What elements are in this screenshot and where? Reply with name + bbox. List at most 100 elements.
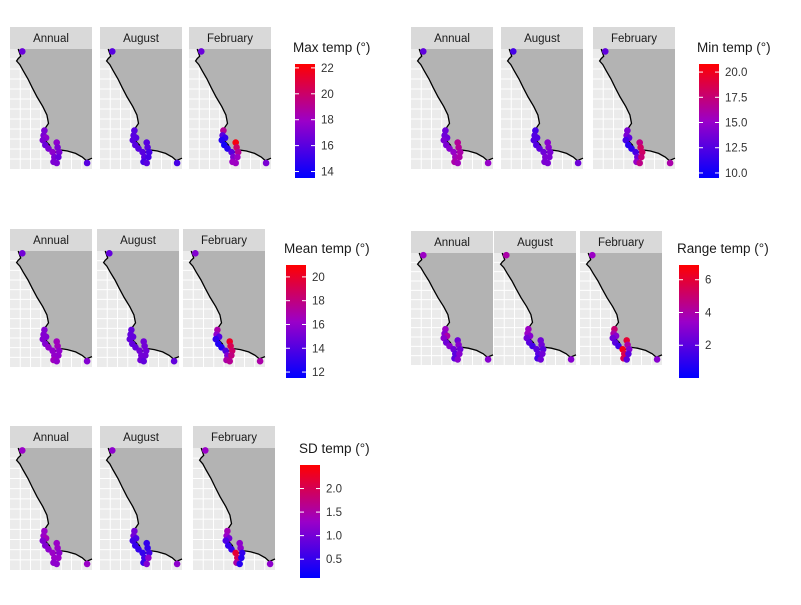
legend-tick-label: 20.0 bbox=[725, 67, 747, 79]
site-point bbox=[420, 251, 427, 259]
facet-label: Annual bbox=[434, 237, 470, 249]
facet-august: August bbox=[100, 426, 183, 570]
site-point bbox=[510, 48, 517, 55]
site-point bbox=[222, 537, 230, 544]
site-point bbox=[83, 159, 91, 167]
chart-panel-group-2: Annual August February Min temp (°) 20.0 17.5… bbox=[411, 27, 771, 180]
facet-strip bbox=[411, 27, 493, 49]
facet-february: February bbox=[193, 426, 276, 570]
legend-title: Min temp (°) bbox=[697, 40, 771, 55]
facet-strip bbox=[580, 231, 662, 253]
site-point bbox=[143, 560, 150, 568]
facet-strip bbox=[183, 229, 265, 251]
site-point bbox=[454, 356, 462, 363]
site-point bbox=[544, 159, 551, 167]
chart-panel-group-4: Annual August February Range temp (°) 6 4 2 bbox=[411, 231, 769, 378]
site-point bbox=[226, 357, 233, 365]
site-point bbox=[484, 159, 492, 167]
facet-label: August bbox=[123, 33, 160, 45]
land-mass bbox=[195, 49, 271, 161]
site-point bbox=[145, 549, 153, 557]
land-mass bbox=[16, 49, 93, 161]
site-point bbox=[266, 560, 274, 568]
land-mass bbox=[16, 448, 93, 562]
site-point bbox=[173, 560, 181, 568]
site-point bbox=[666, 159, 674, 167]
legend-tick-label: 16 bbox=[312, 319, 325, 331]
site-point bbox=[602, 48, 609, 55]
site-point bbox=[142, 352, 149, 359]
site-point bbox=[539, 350, 546, 358]
site-point bbox=[238, 554, 245, 562]
site-point bbox=[55, 549, 63, 557]
facet-label: August bbox=[517, 237, 554, 249]
legend-title: Mean temp (°) bbox=[284, 241, 370, 256]
legend-tick-label: 10.0 bbox=[725, 168, 747, 180]
legend-tick-label: 20 bbox=[312, 272, 325, 284]
facet-strip bbox=[193, 426, 275, 448]
facet-strip bbox=[189, 27, 271, 49]
facet-strip bbox=[10, 229, 92, 251]
site-point bbox=[623, 356, 630, 363]
site-point bbox=[238, 549, 246, 557]
legend: Mean temp (°) 20 18 16 14 12 bbox=[284, 241, 370, 379]
land-mass bbox=[103, 251, 179, 359]
facet-label: February bbox=[211, 432, 257, 444]
legend-title: SD temp (°) bbox=[299, 441, 370, 456]
site-point bbox=[567, 356, 575, 363]
facet-february: February bbox=[183, 229, 266, 367]
site-point bbox=[192, 250, 199, 257]
legend-colorbar bbox=[699, 64, 719, 178]
site-point bbox=[456, 153, 463, 161]
land-mass bbox=[189, 251, 265, 359]
facet-february: February bbox=[593, 27, 676, 169]
site-point bbox=[19, 250, 26, 257]
legend-tick-label: 1.0 bbox=[326, 531, 342, 543]
facet-label: Annual bbox=[33, 33, 69, 45]
facet-label: February bbox=[201, 235, 247, 247]
site-point bbox=[170, 357, 178, 365]
facet-annual: Annual bbox=[411, 27, 494, 169]
site-point bbox=[228, 352, 235, 359]
site-point bbox=[456, 350, 463, 358]
facet-annual: Annual bbox=[411, 231, 494, 365]
legend-tick-label: 17.5 bbox=[725, 92, 747, 104]
legend-tick-label: 0.5 bbox=[326, 554, 342, 566]
site-point bbox=[106, 250, 113, 257]
facet-annual: Annual bbox=[10, 426, 93, 570]
site-point bbox=[53, 560, 60, 568]
facet-label: February bbox=[207, 33, 253, 45]
site-point bbox=[420, 48, 427, 55]
site-point bbox=[198, 48, 205, 55]
legend-tick-label: 4 bbox=[705, 307, 712, 319]
site-point bbox=[202, 447, 209, 454]
legend-tick-label: 20 bbox=[321, 89, 334, 101]
site-point bbox=[19, 48, 26, 55]
site-point bbox=[143, 159, 150, 167]
site-point bbox=[638, 153, 645, 161]
facet-label: August bbox=[120, 235, 157, 247]
site-point bbox=[109, 447, 116, 454]
legend: SD temp (°) 2.0 1.5 1.0 0.5 bbox=[299, 441, 370, 578]
facet-strip bbox=[411, 231, 493, 253]
facet-label: August bbox=[123, 432, 160, 444]
facet-august: August bbox=[97, 229, 180, 367]
site-point bbox=[236, 560, 243, 568]
site-point bbox=[173, 159, 181, 167]
site-point bbox=[53, 159, 60, 167]
land-mass bbox=[417, 49, 493, 161]
facet-label: February bbox=[611, 33, 657, 45]
legend: Range temp (°) 6 4 2 bbox=[677, 241, 769, 378]
legend-tick-label: 12 bbox=[312, 367, 325, 379]
chart-panel-group-3: Annual August February Mean temp (°) 20 18 16 1… bbox=[10, 229, 370, 379]
facet-strip bbox=[97, 229, 179, 251]
land-mass bbox=[106, 448, 182, 562]
facet-august: August bbox=[100, 27, 183, 169]
legend-tick-label: 15.0 bbox=[725, 118, 747, 130]
facet-strip bbox=[100, 27, 182, 49]
site-point bbox=[145, 153, 152, 161]
facet-label: Annual bbox=[434, 33, 470, 45]
site-point bbox=[53, 357, 60, 365]
site-point bbox=[653, 356, 661, 363]
